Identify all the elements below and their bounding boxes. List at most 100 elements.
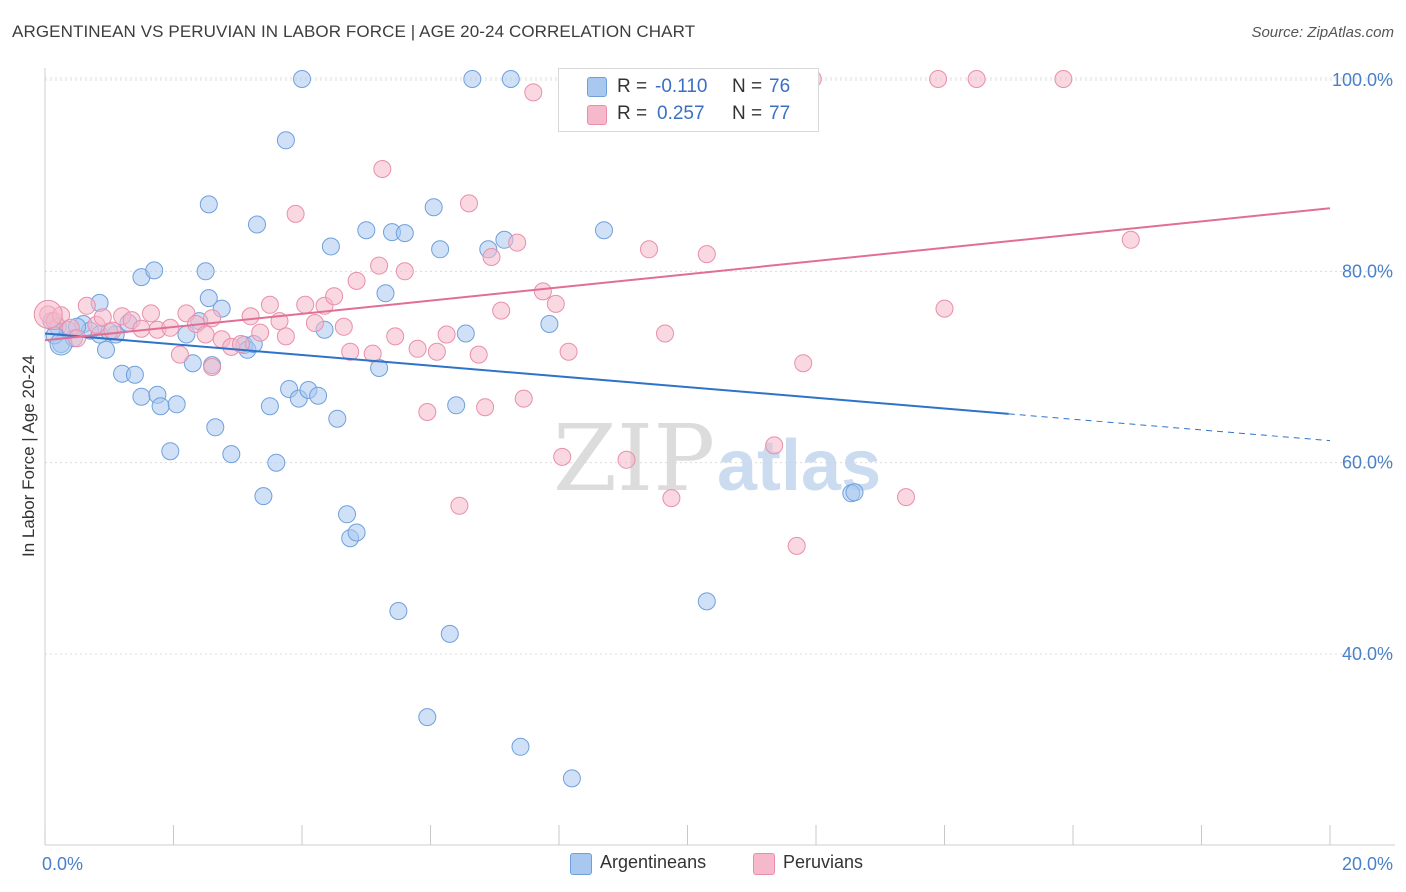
legend-n-label: N = [732, 103, 763, 124]
bottom-legend-peruvians: Peruvians [783, 852, 864, 872]
axes [44, 68, 1395, 846]
argentinean-point [196, 262, 215, 281]
peruvian-point [347, 271, 366, 290]
peruvian-point [787, 536, 806, 555]
peruvians-trend-line [44, 207, 1331, 342]
argentinean-point [276, 131, 295, 150]
argentinean-point [338, 505, 356, 524]
legend-n-value: 76 [769, 76, 791, 97]
argentinean-point [424, 198, 443, 217]
peruvian-point [170, 345, 189, 364]
legend-r-value: -0.110 [655, 76, 708, 97]
argentinean-point [376, 284, 395, 303]
argentinean-point [206, 418, 225, 437]
chart-title: ARGENTINEAN VS PERUVIAN IN LABOR FORCE |… [12, 22, 696, 41]
argentinean-point [260, 397, 279, 416]
peruvian-point [77, 296, 96, 315]
peruvian-point [370, 256, 389, 275]
legend-swatch-argentineans [587, 77, 607, 97]
peruvian-point [93, 308, 112, 327]
x-tick-label: 20.0% [1342, 854, 1393, 874]
argentinean-point [132, 387, 151, 406]
argentineans-trend-line [44, 332, 1009, 415]
trend-lines [44, 207, 1331, 442]
argentinean-point [463, 70, 482, 88]
legend-r-label: R = [617, 103, 648, 124]
peruvian-point [460, 194, 478, 213]
stats-legend: R = -0.110 N = 76 R = 0.257 N = 77 [558, 68, 819, 132]
peruvian-point [617, 450, 636, 469]
argentinean-point [562, 769, 581, 788]
peruvian-point [476, 398, 495, 417]
bottom-legend-argentineans: Argentineans [600, 852, 707, 872]
argentinean-point [418, 708, 437, 727]
peruvian-point [334, 317, 353, 336]
peruvian-point [341, 342, 360, 361]
peruvian-point [363, 344, 382, 363]
source-label: Source: ZipAtlas.com [1251, 24, 1394, 41]
y-tick-label: 60.0% [1342, 453, 1393, 473]
argentinean-point [161, 442, 180, 461]
peruvian-point [1054, 70, 1073, 88]
peruvian-point [546, 294, 565, 313]
legend-swatch-peruvians [587, 105, 607, 125]
argentinean-point [151, 397, 170, 416]
peruvian-point [524, 83, 543, 102]
peruvian-point [935, 299, 954, 318]
argentinean-point [456, 324, 475, 343]
legend-n-value: 77 [769, 103, 791, 124]
argentinean-point [125, 365, 144, 384]
y-tick-label: 80.0% [1342, 261, 1393, 281]
peruvian-point [251, 323, 270, 342]
peruvian-point [514, 389, 533, 408]
argentinean-point [595, 221, 613, 240]
peruvian-point [492, 301, 511, 320]
argentinean-point [389, 602, 408, 620]
y-tick-label: 40.0% [1342, 644, 1393, 664]
peruvian-point [418, 403, 437, 421]
argentinean-point [431, 240, 450, 259]
peruvian-point [437, 325, 456, 344]
peruvian-point [232, 335, 250, 353]
peruvian-point [553, 447, 572, 466]
argentinean-point [845, 483, 864, 502]
x-tick-label: 0.0% [42, 854, 83, 874]
peruvian-point [656, 324, 674, 343]
peruvian-point [765, 436, 784, 455]
argentinean-point [199, 195, 218, 214]
argentinean-point [222, 445, 241, 464]
legend-r-value: 0.257 [657, 103, 705, 124]
peruvian-point [241, 307, 260, 326]
watermark: ZIP atlas [553, 405, 881, 512]
peruvian-point [33, 299, 63, 329]
peruvian-point [1121, 230, 1140, 249]
peruvian-point [203, 358, 222, 376]
argentinean-point [248, 215, 266, 234]
peruvian-point [450, 496, 469, 515]
peruvian-point [325, 287, 344, 306]
argentinean-point [293, 70, 311, 88]
argentinean-point [511, 737, 530, 756]
peruvian-point [395, 262, 414, 281]
argentineans-trend-extension [1008, 413, 1331, 442]
argentinean-point [97, 340, 115, 359]
peruvian-point [929, 70, 948, 88]
peruvian-point [408, 339, 427, 358]
argentinean-point [254, 487, 273, 506]
argentinean-point [357, 221, 376, 240]
peruvian-point [260, 295, 279, 314]
y-tick-label: 100.0% [1332, 70, 1393, 90]
argentinean-point [697, 592, 716, 611]
argentinean-point [167, 395, 186, 414]
legend-r-label: R = [617, 76, 648, 97]
peruvian-point [794, 354, 813, 373]
argentinean-point [267, 453, 286, 472]
bottom-legend-swatch-argentineans [570, 853, 592, 875]
peruvian-point [508, 233, 527, 252]
argentinean-point [440, 624, 459, 643]
peruvian-point [640, 240, 658, 259]
peruvian-point [469, 345, 488, 364]
peruvian-point [305, 314, 324, 332]
peruvian-point [427, 342, 446, 361]
peruvians-points [33, 70, 1140, 555]
